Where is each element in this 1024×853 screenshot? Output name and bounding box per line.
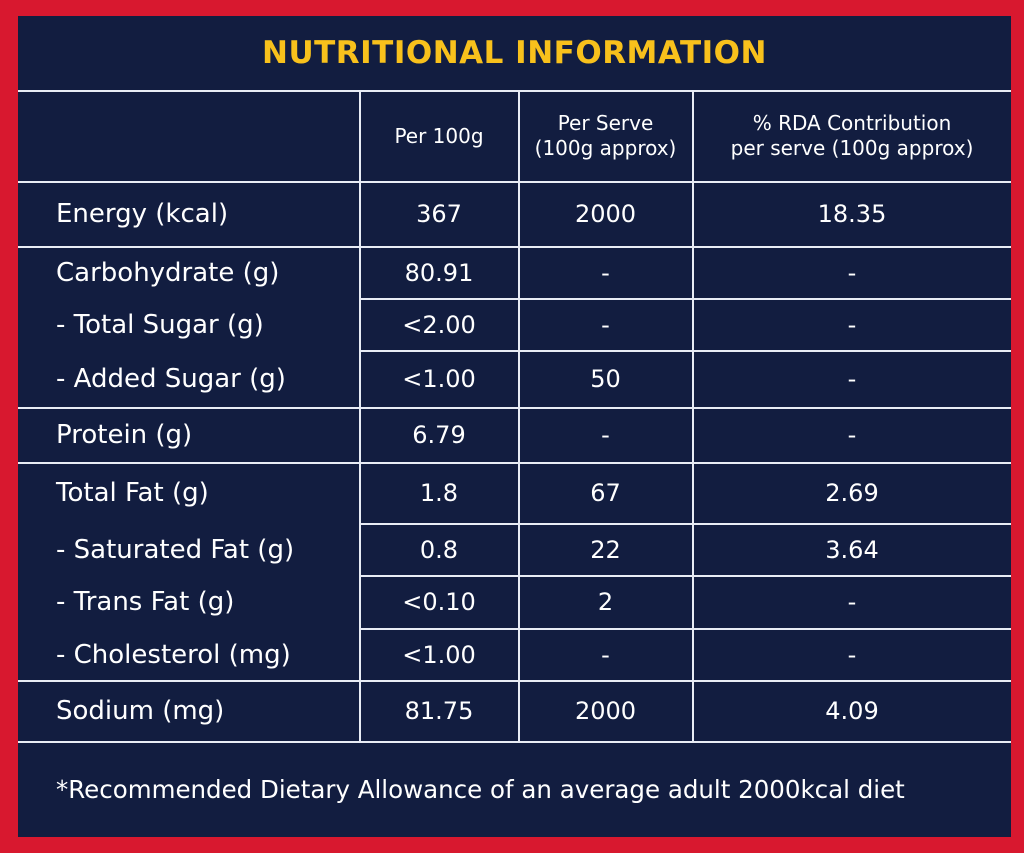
cell-total-sugar-per100: <2.00 <box>402 310 476 339</box>
cell-energy-perserve: 2000 <box>574 200 637 228</box>
cell-cholesterol-perserve: - <box>601 640 610 669</box>
cell-cholesterol-rda: - <box>847 640 857 669</box>
cell-carbohydrate-rda: - <box>847 258 857 287</box>
cell-trans-fat-per100: <0.10 <box>402 588 476 616</box>
cell-carbohydrate-per100: 80.91 <box>404 258 474 287</box>
column-header-per-100g: Per 100g <box>394 123 484 148</box>
column-header-rda: % RDA Contribution per serve (100g appro… <box>730 111 974 160</box>
cell-sodium-rda: 4.09 <box>825 697 879 725</box>
footnote: *Recommended Dietary Allowance of an ave… <box>56 775 905 804</box>
row-label-total-fat: Total Fat (g) <box>56 478 209 508</box>
cell-sodium-per100: 81.75 <box>404 697 474 725</box>
cell-added-sugar-per100: <1.00 <box>402 365 476 393</box>
cell-saturated-fat-perserve: 22 <box>590 535 621 564</box>
cell-carbohydrate-perserve: - <box>601 258 610 287</box>
cell-added-sugar-perserve: 50 <box>590 365 621 393</box>
row-label-cholesterol: - Cholesterol (mg) <box>56 639 291 670</box>
cell-saturated-fat-rda: 3.64 <box>825 535 879 564</box>
row-label-saturated-fat: - Saturated Fat (g) <box>56 534 295 565</box>
row-label-sodium: Sodium (mg) <box>56 696 225 726</box>
cell-total-fat-per100: 1.8 <box>419 479 459 507</box>
cell-trans-fat-rda: - <box>847 588 857 616</box>
cell-cholesterol-per100: <1.00 <box>402 640 476 669</box>
nutrition-panel: NUTRITIONAL INFORMATION Per 100g Per Ser… <box>18 16 1011 837</box>
cell-total-sugar-perserve: - <box>601 310 610 339</box>
cell-trans-fat-perserve: 2 <box>597 588 614 616</box>
row-label-trans-fat: - Trans Fat (g) <box>56 587 235 617</box>
cell-protein-per100: 6.79 <box>412 421 466 449</box>
cell-added-sugar-rda: - <box>847 365 857 393</box>
cell-total-sugar-rda: - <box>847 310 857 339</box>
cell-energy-per100: 367 <box>416 200 462 228</box>
cell-total-fat-rda: 2.69 <box>825 479 879 507</box>
cell-energy-rda: 18.35 <box>817 200 887 228</box>
cell-protein-rda: - <box>847 421 857 449</box>
row-label-added-sugar: - Added Sugar (g) <box>56 364 286 394</box>
cell-protein-perserve: - <box>601 421 610 449</box>
row-label-total-sugar: - Total Sugar (g) <box>56 309 264 340</box>
row-label-carbohydrate: Carbohydrate (g) <box>56 257 280 288</box>
cell-sodium-perserve: 2000 <box>574 697 637 725</box>
row-label-energy: Energy (kcal) <box>56 199 229 229</box>
page-title: NUTRITIONAL INFORMATION <box>262 35 767 71</box>
row-label-protein: Protein (g) <box>56 420 193 450</box>
cell-saturated-fat-per100: 0.8 <box>419 535 459 564</box>
cell-total-fat-perserve: 67 <box>590 479 621 507</box>
column-header-per-serve: Per Serve (100g approx) <box>534 111 677 160</box>
